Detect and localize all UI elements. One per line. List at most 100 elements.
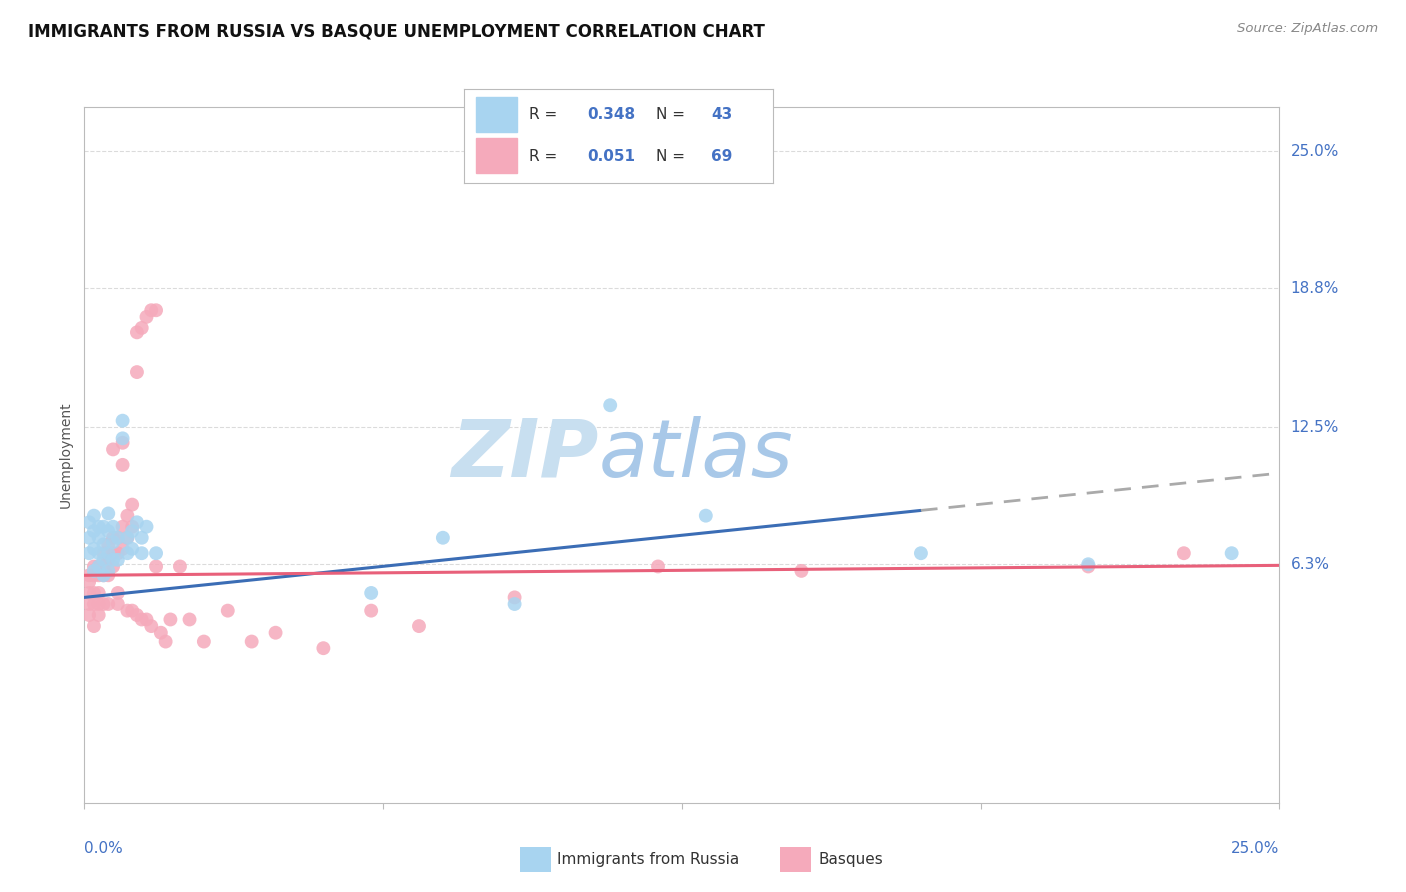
Text: Source: ZipAtlas.com: Source: ZipAtlas.com xyxy=(1237,22,1378,36)
Point xyxy=(93,519,115,533)
Point xyxy=(97,597,120,611)
Point xyxy=(93,537,115,551)
Point xyxy=(135,519,157,533)
Point xyxy=(83,508,105,523)
Point xyxy=(149,625,172,640)
Point xyxy=(145,303,167,318)
Point xyxy=(312,641,335,656)
Point xyxy=(121,519,143,533)
Point xyxy=(117,546,139,560)
Text: 12.5%: 12.5% xyxy=(1291,420,1339,434)
Point xyxy=(1220,546,1243,560)
Point xyxy=(131,546,153,560)
Point xyxy=(910,546,932,560)
Text: 25.0%: 25.0% xyxy=(1232,841,1279,856)
Point xyxy=(87,531,110,545)
Point xyxy=(145,546,167,560)
Point xyxy=(1077,558,1099,572)
Point xyxy=(107,553,129,567)
Point xyxy=(97,553,120,567)
Text: ZIP: ZIP xyxy=(451,416,599,494)
Point xyxy=(117,531,139,545)
Point xyxy=(77,597,100,611)
Point xyxy=(93,559,115,574)
Point xyxy=(179,612,201,626)
Point xyxy=(121,604,143,618)
Point xyxy=(107,531,129,545)
Point xyxy=(408,619,430,633)
Point xyxy=(145,559,167,574)
Point xyxy=(101,546,124,560)
Point xyxy=(111,414,134,428)
Point xyxy=(240,634,263,648)
Text: R =: R = xyxy=(529,107,562,122)
Point xyxy=(159,612,181,626)
Bar xyxy=(477,138,516,173)
Point xyxy=(87,586,110,600)
Point xyxy=(87,608,110,623)
Point xyxy=(155,634,177,648)
Point xyxy=(107,597,129,611)
Y-axis label: Unemployment: Unemployment xyxy=(59,401,73,508)
Text: 0.051: 0.051 xyxy=(588,149,636,164)
Point xyxy=(77,546,100,560)
Point xyxy=(117,604,139,618)
Point xyxy=(141,619,163,633)
Point xyxy=(83,586,105,600)
Point xyxy=(107,531,129,545)
Point xyxy=(83,568,105,582)
Point xyxy=(1077,559,1099,574)
Point xyxy=(111,458,134,472)
Point xyxy=(121,524,143,538)
Point xyxy=(83,564,105,578)
Point xyxy=(87,519,110,533)
Point xyxy=(77,516,100,530)
Point xyxy=(135,310,157,324)
Point xyxy=(647,559,669,574)
Point xyxy=(432,531,454,545)
Point xyxy=(107,586,129,600)
Point xyxy=(87,559,110,574)
Text: 18.8%: 18.8% xyxy=(1291,281,1339,295)
Point xyxy=(121,498,143,512)
Point xyxy=(111,519,134,533)
Point xyxy=(141,303,163,318)
Point xyxy=(264,625,287,640)
Point xyxy=(97,507,120,521)
Point xyxy=(77,608,100,623)
Text: N =: N = xyxy=(655,107,689,122)
Point xyxy=(83,524,105,538)
Text: 25.0%: 25.0% xyxy=(1291,144,1339,159)
Point xyxy=(360,604,382,618)
Text: 0.0%: 0.0% xyxy=(84,841,124,856)
Point xyxy=(503,597,526,611)
Text: Basques: Basques xyxy=(818,853,883,867)
Point xyxy=(97,568,120,582)
Point xyxy=(83,597,105,611)
Point xyxy=(87,597,110,611)
Point xyxy=(97,537,120,551)
Point xyxy=(83,619,105,633)
Point xyxy=(503,591,526,605)
Point xyxy=(125,516,148,530)
Point xyxy=(169,559,191,574)
Point xyxy=(97,564,120,578)
Text: IMMIGRANTS FROM RUSSIA VS BASQUE UNEMPLOYMENT CORRELATION CHART: IMMIGRANTS FROM RUSSIA VS BASQUE UNEMPLO… xyxy=(28,22,765,40)
Point xyxy=(77,568,100,582)
Point xyxy=(97,546,120,560)
Point xyxy=(83,541,105,556)
Text: R =: R = xyxy=(529,149,562,164)
Point xyxy=(87,568,110,582)
Point xyxy=(101,442,124,457)
Point xyxy=(217,604,239,618)
Point xyxy=(111,435,134,450)
Point xyxy=(125,326,148,340)
Point xyxy=(93,568,115,582)
Point xyxy=(77,531,100,545)
Point xyxy=(360,586,382,600)
Text: Immigrants from Russia: Immigrants from Russia xyxy=(557,853,740,867)
Text: atlas: atlas xyxy=(599,416,793,494)
Point xyxy=(87,546,110,560)
Point xyxy=(111,431,134,445)
Point xyxy=(93,568,115,582)
